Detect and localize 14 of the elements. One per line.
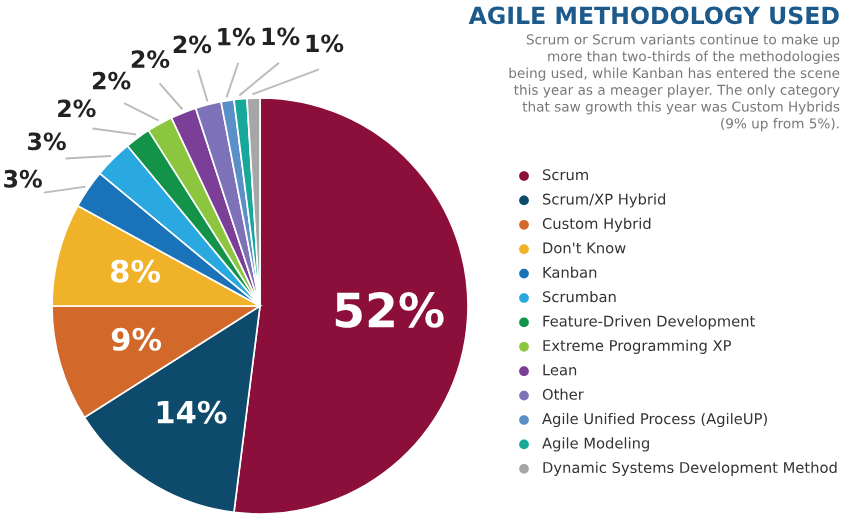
data-label: 14% bbox=[157, 400, 227, 424]
data-label: 1% bbox=[306, 34, 344, 53]
data-label: 2% bbox=[58, 99, 96, 118]
chart-title: AGILE METHODOLOGY USED bbox=[468, 6, 839, 25]
data-label: 2% bbox=[92, 71, 131, 90]
data-label: 1% bbox=[262, 27, 300, 46]
data-label: 1% bbox=[218, 27, 255, 46]
data-label: 3% bbox=[4, 169, 42, 188]
data-label: 8% bbox=[111, 259, 161, 283]
data-label: 2% bbox=[131, 50, 170, 69]
data-label: 52% bbox=[335, 292, 444, 328]
data-label: 9% bbox=[111, 327, 162, 351]
data-label: 3% bbox=[28, 132, 66, 151]
data-label: 2% bbox=[173, 35, 212, 54]
